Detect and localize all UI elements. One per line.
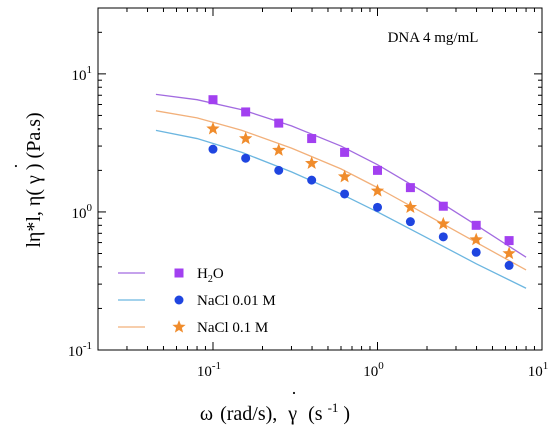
data-point-series-3 <box>436 216 450 230</box>
data-point-series-1 <box>307 134 317 144</box>
data-point-series-2 <box>274 165 284 175</box>
y-axis-part2: ) (Pa.s) <box>23 112 45 170</box>
x-axis-units-exp: -1 <box>328 400 339 415</box>
data-point-series-2 <box>307 175 317 185</box>
y-axis-label-group: lη*l, η( γ ) (Pa.s) · <box>6 112 45 247</box>
data-point-series-1 <box>241 107 251 117</box>
data-point-series-3 <box>239 131 253 145</box>
data-point-series-3 <box>403 200 418 213</box>
data-point-series-2 <box>438 232 448 242</box>
data-point-series-2 <box>208 144 218 154</box>
data-point-series-3 <box>502 246 516 260</box>
data-point-series-1 <box>372 165 382 175</box>
data-point-series-2 <box>471 247 481 257</box>
annotation-label: DNA 4 mg/mL <box>388 30 479 46</box>
legend-marker-3 <box>172 320 186 333</box>
data-point-series-3 <box>305 156 319 169</box>
y-axis-label: lη*l, η( γ ) (Pa.s) <box>23 112 45 247</box>
legend-label-3: NaCl 0.1 M <box>197 320 268 336</box>
x-tick-label: 100 <box>363 360 384 380</box>
x-axis-label: ω (rad/s), γ (s -1 ) <box>200 395 350 425</box>
fit-line-series-3 <box>155 110 527 271</box>
y-axis-part1: lη*l, η( <box>23 189 45 248</box>
x-axis-units-open: (s <box>308 403 323 425</box>
data-point-series-3 <box>272 143 286 156</box>
y-axis-gammadot: γ <box>23 175 45 185</box>
data-point-series-3 <box>337 169 352 183</box>
x-tick-label: 10-1 <box>197 360 221 380</box>
y-axis-gammadot-dot: · <box>6 163 26 169</box>
data-point-series-1 <box>504 236 514 246</box>
x-axis-units-close: ) <box>343 403 350 425</box>
data-point-series-3 <box>469 232 483 246</box>
legend-marker-1 <box>174 268 184 278</box>
tick-labels: 10-1 100 101 10-1 100 101 <box>68 64 548 380</box>
plot-frame <box>97 7 543 351</box>
data-point-series-1 <box>208 95 218 105</box>
data-point-series-2 <box>241 153 251 163</box>
x-axis-omega-units: (rad/s), <box>220 403 277 425</box>
data-point-series-1 <box>471 220 481 230</box>
data-point-series-3 <box>206 121 220 135</box>
data-markers <box>206 95 516 270</box>
legend: H2O NaCl 0.01 M NaCl 0.1 M <box>118 266 276 336</box>
x-axis-gammadot-dot: · <box>291 383 297 403</box>
x-axis-omega: ω <box>200 403 213 425</box>
data-point-series-3 <box>370 183 385 197</box>
legend-marker-2 <box>174 295 184 305</box>
data-point-series-1 <box>405 183 415 193</box>
y-tick-label: 100 <box>72 202 93 222</box>
data-point-series-1 <box>438 201 448 211</box>
data-point-series-2 <box>372 202 382 212</box>
tick-marks <box>97 7 543 351</box>
x-axis-gammadot: γ <box>287 403 297 425</box>
data-point-series-2 <box>405 217 415 227</box>
data-point-series-2 <box>504 260 514 270</box>
legend-label-2: NaCl 0.01 M <box>197 293 276 309</box>
x-tick-label: 101 <box>528 360 549 380</box>
data-point-series-1 <box>274 118 284 128</box>
y-tick-label: 101 <box>72 64 93 84</box>
y-tick-label: 10-1 <box>68 340 92 360</box>
data-point-series-2 <box>340 189 350 199</box>
legend-label-1: H2O <box>197 266 224 285</box>
data-point-series-1 <box>340 147 350 157</box>
